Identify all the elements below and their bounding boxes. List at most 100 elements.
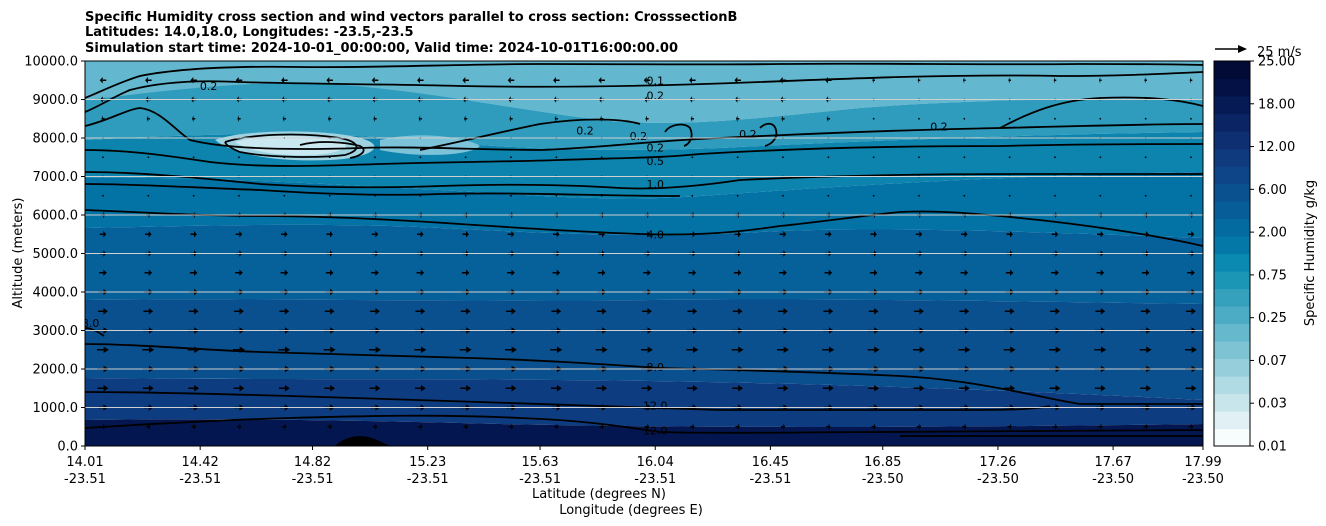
wind-vector-calm	[691, 194, 694, 197]
wind-vector-head	[602, 308, 607, 315]
wind-vector-calm	[600, 194, 603, 197]
colorbar-tick-label: 25.00	[1258, 55, 1295, 70]
contour-0-1-dry-pocket	[299, 141, 365, 159]
wind-vector-calm	[1008, 117, 1011, 120]
wind-vector-head	[919, 269, 923, 276]
wind-vector-calm	[419, 194, 422, 197]
wind-vector-head	[964, 423, 967, 430]
wind-vector-head	[284, 385, 290, 392]
contour-label: 1.0	[646, 178, 664, 191]
wind-vector-head	[330, 385, 336, 392]
wind-vector-head	[779, 77, 783, 84]
colorbar-segment	[1214, 271, 1250, 290]
wind-vector-head	[919, 385, 925, 392]
wind-vector-calm	[918, 194, 920, 197]
colorbar-segment	[1214, 131, 1250, 150]
wind-vector-calm	[1054, 156, 1056, 159]
colorbar-frame	[1213, 60, 1251, 447]
wind-vector-head	[692, 269, 697, 276]
chart-title-line-3: Simulation start time: 2024-10-01_00:00:…	[85, 41, 678, 56]
wind-vector-head	[783, 308, 788, 315]
x-tick-label-latitude: 15.23	[409, 455, 446, 470]
contour-labels: 0.10.20.20.51.04.08.012.012.00.20.2 0.2 0.…	[85, 74, 948, 437]
wind-vector-calm	[283, 156, 286, 159]
wind-vector-head	[601, 231, 605, 238]
wind-vector-calm	[963, 194, 966, 197]
wind-vector-calm	[1054, 194, 1056, 197]
wind-vector-head	[1191, 346, 1197, 353]
wind-vector-head	[690, 115, 693, 122]
wind-vector-head	[1099, 77, 1101, 84]
wind-vector-calm	[555, 194, 558, 197]
y-axis-ticks: 0.0 1000.0 2000.0 3000.0 4000.0 5000.0 6000.0 7…	[24, 55, 85, 455]
wind-vector-head	[1009, 423, 1012, 430]
colorbar-ticks: 0.01 0.03 0.07 0.25 0.75 2.00 6.00 12.00 18.00 25…	[1250, 55, 1295, 455]
wind-vector-head	[692, 385, 698, 392]
wind-vector-calm	[918, 117, 920, 120]
y-tick-label: 7000.0	[33, 170, 79, 185]
wind-vector-calm	[464, 156, 467, 159]
contour-0-2-upper	[85, 71, 1203, 113]
contour-1-0	[85, 171, 1203, 190]
y-tick-label: 6000.0	[33, 209, 79, 224]
y-tick-label: 2000.0	[33, 363, 79, 378]
wind-vector-head	[783, 346, 789, 353]
plot-area: 0.10.20.20.51.04.08.012.012.00.20.2 0.2 0.…	[85, 61, 1203, 446]
wind-vector-calm	[872, 194, 875, 197]
wind-vector-head	[692, 231, 696, 238]
wind-vector-calm	[102, 156, 104, 159]
x-tick-label-latitude: 14.82	[294, 455, 331, 470]
wind-vector-calm	[510, 194, 512, 197]
wind-vector-calm	[1099, 194, 1102, 197]
wind-vector-head	[556, 346, 563, 353]
wind-vector-head	[462, 77, 466, 84]
x-axis-ticks: 14.01 -23.51 14.42 -23.51 14.82 -23.51 15.23 -2…	[64, 446, 1224, 487]
colorbar-segment	[1214, 166, 1250, 185]
contour-0-2-closed-right	[759, 122, 778, 147]
humidity-band-low	[85, 224, 1203, 304]
contour-label: 12.0	[643, 400, 668, 413]
y-tick-label: 8000.0	[33, 132, 79, 147]
x-tick-label-latitude: 17.26	[979, 455, 1016, 470]
wind-vector-head	[781, 115, 783, 122]
wind-vector-head	[329, 231, 333, 238]
colorbar-segment	[1214, 323, 1250, 342]
wind-vector-head	[1055, 346, 1061, 353]
wind-vector-head	[738, 269, 742, 276]
wind-vector-head	[193, 231, 197, 238]
colorbar-segment	[1214, 148, 1250, 167]
wind-vector-head	[738, 308, 743, 315]
colorbar-segment	[1214, 78, 1250, 97]
wind-vector-head	[192, 115, 194, 122]
colorbar-tick-label: 0.25	[1258, 311, 1287, 326]
wind-vector-head	[1100, 385, 1106, 392]
wind-vector-head	[874, 308, 879, 315]
wind-vector-head	[239, 231, 243, 238]
x-tick-label-latitude: 15.63	[521, 455, 558, 470]
wind-vector-head	[103, 423, 106, 430]
wind-vector-head	[1010, 385, 1016, 392]
wind-vector-head	[328, 115, 330, 122]
wind-vector-head	[1146, 385, 1152, 392]
wind-vector-calm	[464, 194, 467, 197]
quiver-key: 25 m/s	[1215, 45, 1302, 60]
wind-vector-head	[148, 423, 151, 430]
wind-vector-head	[1144, 77, 1146, 84]
y-tick-label: 4000.0	[33, 286, 79, 301]
y-tick-label: 1000.0	[33, 401, 79, 416]
terrain-bump	[335, 436, 390, 446]
wind-vector-head	[511, 231, 515, 238]
wind-vector-calm	[1099, 117, 1102, 120]
wind-vector-calm	[963, 156, 966, 159]
contour-12-0-lower	[85, 414, 1203, 434]
colorbar-tick-label: 18.00	[1258, 97, 1295, 112]
y-gridlines	[85, 99, 1203, 408]
wind-vector-head	[103, 385, 109, 392]
wind-vector-head	[737, 231, 741, 238]
wind-vector-calm	[374, 194, 376, 197]
wind-vector-head	[602, 269, 606, 276]
wind-vector-head	[1053, 77, 1055, 84]
wind-vector-head	[1146, 269, 1150, 276]
wind-vector-calm	[374, 156, 376, 159]
wind-vector-head	[602, 385, 608, 392]
